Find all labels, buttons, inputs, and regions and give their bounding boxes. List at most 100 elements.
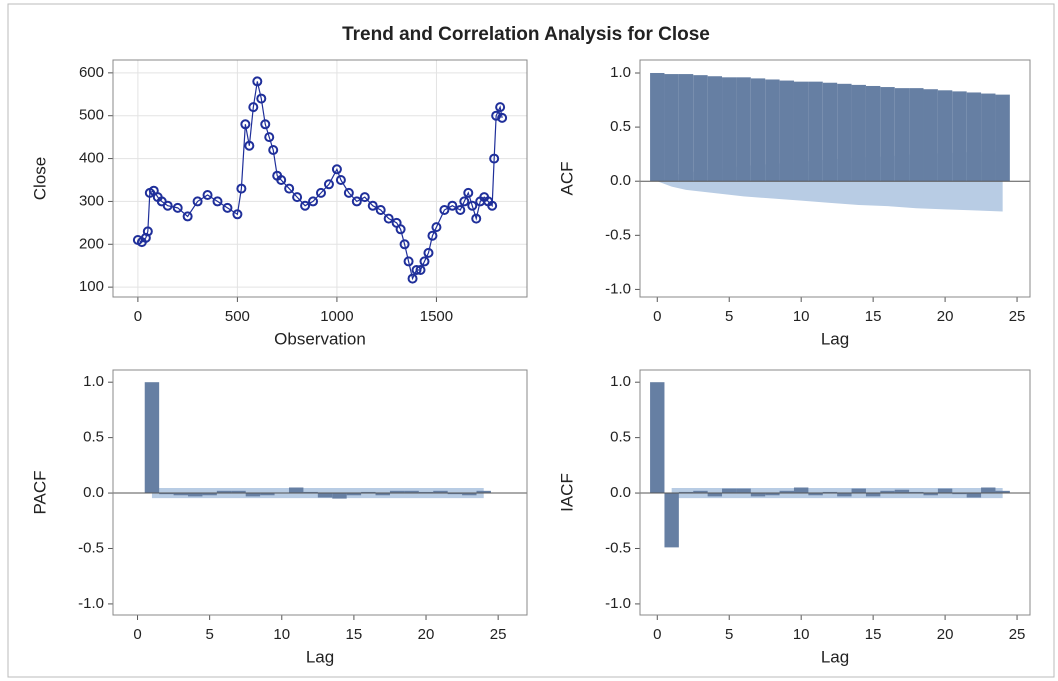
bar (361, 491, 376, 494)
data-point (407, 273, 418, 284)
y-tick-label: -1.0 (78, 595, 104, 612)
data-point (419, 256, 430, 267)
y-tick-label: -1.0 (605, 595, 631, 612)
data-point (248, 102, 259, 113)
bar (981, 487, 996, 494)
x-tick-label: 0 (653, 626, 661, 643)
data-point (487, 200, 498, 211)
y-tick-label: 100 (79, 278, 104, 295)
bar (678, 74, 694, 182)
x-tick-label: 0 (133, 626, 141, 643)
x-tick-label: 20 (418, 626, 435, 643)
bar (736, 488, 751, 494)
bar (693, 75, 708, 182)
data-point (375, 205, 386, 215)
bar (476, 490, 491, 494)
data-point (471, 213, 482, 224)
y-axis-title: ACF (557, 162, 576, 196)
data-point (244, 140, 255, 151)
x-tick-label: 15 (865, 308, 882, 325)
data-point (463, 187, 474, 198)
data-point (222, 202, 233, 213)
data-point (359, 192, 370, 203)
bar (894, 88, 910, 182)
bar (937, 90, 953, 182)
bar (736, 77, 751, 182)
data-point (431, 222, 442, 233)
bar (375, 493, 390, 496)
bar (260, 493, 275, 496)
data-point (489, 153, 500, 164)
y-tick-label: -1.0 (605, 280, 631, 297)
x-tick-label: 5 (725, 626, 733, 643)
x-tick-label: 1500 (420, 308, 453, 325)
bar (851, 84, 866, 182)
data-point (367, 200, 378, 211)
x-tick-label: 25 (1009, 626, 1026, 643)
bar (404, 490, 419, 494)
plot-frame (112, 369, 528, 616)
bar (722, 77, 737, 182)
x-axis-title: Observation (274, 329, 366, 348)
x-tick-label: 5 (205, 626, 213, 643)
bar (462, 493, 477, 496)
bar (765, 493, 780, 496)
data-point (212, 196, 223, 207)
bar (966, 493, 982, 498)
x-tick-label: 15 (865, 626, 882, 643)
plot-area (113, 60, 527, 297)
bar (173, 493, 189, 496)
x-tick-label: 10 (273, 626, 290, 643)
bar (245, 493, 261, 497)
bar (822, 82, 838, 182)
y-axis-title: Close (30, 157, 49, 200)
bar (346, 493, 362, 496)
data-point (308, 196, 319, 207)
bar (779, 490, 794, 494)
data-point (383, 213, 394, 224)
data-point (331, 164, 342, 175)
data-point (140, 232, 151, 243)
bar (650, 382, 665, 494)
data-point (240, 119, 251, 130)
y-tick-label: -0.5 (78, 539, 104, 556)
bar (923, 493, 938, 496)
y-tick-label: 200 (79, 235, 104, 252)
bar (303, 491, 318, 494)
bar (707, 493, 723, 497)
data-point (264, 132, 275, 143)
data-point (491, 110, 502, 121)
bar (995, 490, 1010, 494)
data-point (260, 119, 271, 130)
bar (995, 94, 1010, 182)
data-point (232, 209, 243, 220)
data-point (142, 226, 153, 237)
data-point (300, 200, 311, 211)
bar (937, 488, 953, 494)
bar (952, 493, 967, 495)
y-tick-label: 0.5 (610, 429, 631, 446)
x-tick-label: 0 (134, 308, 142, 325)
data-point (202, 190, 213, 200)
data-point (284, 183, 295, 194)
bar (750, 493, 766, 497)
bar (909, 88, 924, 182)
data-point (415, 265, 426, 275)
bar (837, 83, 852, 182)
bar (188, 493, 203, 497)
x-tick-label: 10 (793, 626, 810, 643)
bar (288, 487, 304, 494)
data-point (162, 200, 173, 211)
bar (923, 89, 938, 182)
plot-frame (639, 369, 1031, 616)
y-tick-label: 1.0 (610, 64, 631, 81)
bar (433, 490, 448, 494)
data-point (323, 179, 334, 190)
data-point (395, 224, 406, 235)
x-tick-label: 20 (937, 308, 954, 325)
x-tick-label: 10 (793, 308, 810, 325)
data-point (172, 202, 183, 213)
data-point (268, 145, 279, 155)
bar (765, 79, 780, 182)
data-point (459, 196, 470, 207)
